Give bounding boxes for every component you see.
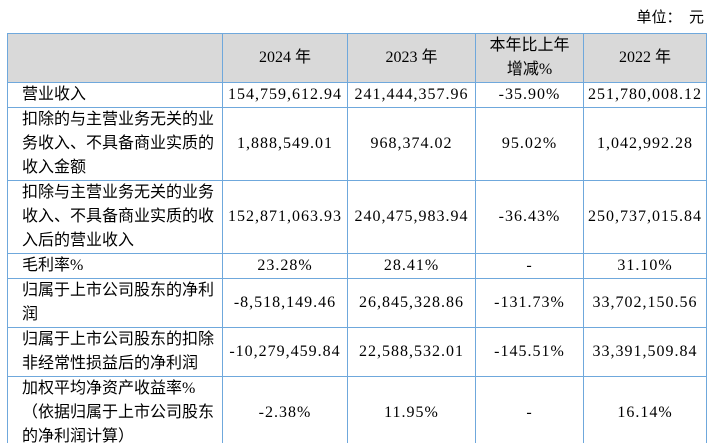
value-cell-2023: 241,444,357.96	[347, 82, 476, 108]
value-cell-change: -36.43%	[475, 180, 584, 254]
header-empty-cell	[7, 33, 223, 83]
table-row: 毛利率% 23.28% 28.41% -31.10%	[7, 253, 707, 279]
value-cell-2022: 251,780,008.12	[583, 82, 707, 108]
value-cell-2022: 250,737,015.84	[583, 180, 707, 254]
header-row: 2024 年 2023 年 本年比上年 增减% 2022 年	[7, 33, 707, 83]
value-cell-2024: -2.38%	[222, 376, 348, 443]
value-cell-2023: 968,374.02	[347, 107, 476, 181]
row-label: 归属于上市公司股东的净利润	[7, 278, 223, 328]
value-cell-2024: 23.28%	[222, 253, 348, 279]
value-cell-2024: 154,759,612.94	[222, 82, 348, 108]
row-label: 加权平均净资产收益率%（依据归属于上市公司股东的净利润计算）	[7, 376, 223, 443]
row-label: 扣除的与主营业务无关的业务收入、不具备商业实质的收入金额	[7, 107, 223, 181]
row-label: 扣除与主营业务无关的业务收入、不具备商业实质的收入后的营业收入	[7, 180, 223, 254]
value-cell-2022: 33,391,509.84	[583, 327, 707, 377]
value-cell-change: -35.90%	[475, 82, 584, 108]
row-label: 营业收入	[7, 82, 223, 108]
value-cell-2022: 16.14%	[583, 376, 707, 443]
table-row: 归属于上市公司股东的净利润 -8,518,149.46 26,845,328.86-…	[7, 278, 707, 328]
value-cell-change: -145.51%	[475, 327, 584, 377]
value-cell-2023: 22,588,532.01	[347, 327, 476, 377]
key-financial-indicators-table: 2024 年 2023 年 本年比上年 增减% 2022 年 营业收入 154,7…	[7, 33, 707, 443]
table-row: 加权平均净资产收益率%（依据归属于上市公司股东的净利润计算） -2.38% 11.9…	[7, 376, 707, 443]
value-cell-2023: 240,475,983.94	[347, 180, 476, 254]
value-cell-2023: 11.95%	[347, 376, 476, 443]
value-cell-2024: -8,518,149.46	[222, 278, 348, 328]
header-yoy-change: 本年比上年 增减%	[475, 33, 584, 83]
header-year-2023: 2023 年	[347, 33, 476, 83]
value-cell-2022: 33,702,150.56	[583, 278, 707, 328]
header-year-2024: 2024 年	[222, 33, 348, 83]
value-cell-change: -	[475, 376, 584, 443]
table-row: 扣除的与主营业务无关的业务收入、不具备商业实质的收入金额 1,888,549.01…	[7, 107, 707, 181]
value-cell-change: -131.73%	[475, 278, 584, 328]
table-row: 扣除与主营业务无关的业务收入、不具备商业实质的收入后的营业收入 152,871,0…	[7, 180, 707, 254]
value-cell-change: 95.02%	[475, 107, 584, 181]
unit-label: 单位： 元	[636, 10, 704, 26]
value-cell-2024: -10,279,459.84	[222, 327, 348, 377]
value-cell-2023: 28.41%	[347, 253, 476, 279]
row-label: 毛利率%	[7, 253, 223, 279]
value-cell-2022: 31.10%	[583, 253, 707, 279]
value-cell-2024: 152,871,063.93	[222, 180, 348, 254]
value-cell-2024: 1,888,549.01	[222, 107, 348, 181]
value-cell-change: -	[475, 253, 584, 279]
header-year-2022: 2022 年	[583, 33, 707, 83]
value-cell-2022: 1,042,992.28	[583, 107, 707, 181]
table-row: 归属于上市公司股东的扣除非经常性损益后的净利润 -10,279,459.84 22,…	[7, 327, 707, 377]
row-label: 归属于上市公司股东的扣除非经常性损益后的净利润	[7, 327, 223, 377]
value-cell-2023: 26,845,328.86	[347, 278, 476, 328]
table-row: 营业收入 154,759,612.94 241,444,357.96 -35.90% 2…	[7, 82, 707, 108]
